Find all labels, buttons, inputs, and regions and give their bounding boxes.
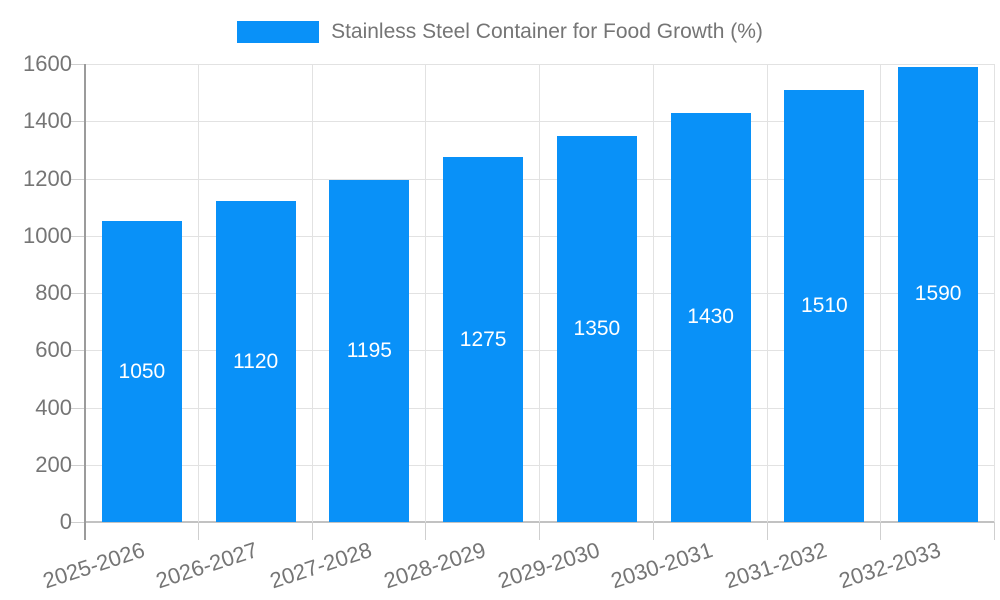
bar-value-label: 1430 <box>687 305 734 329</box>
bar <box>784 89 865 522</box>
bar-value-label: 1195 <box>346 338 392 362</box>
bar <box>329 179 410 522</box>
gridline-h <box>85 350 995 352</box>
x-tick-mark <box>994 522 995 540</box>
y-tick-mark <box>71 64 85 65</box>
y-tick-mark <box>71 235 85 237</box>
gridline-v <box>197 64 199 522</box>
x-tick-mark <box>311 522 313 540</box>
y-tick-mark <box>71 121 85 123</box>
y-tick-label: 800 <box>35 280 72 305</box>
bar <box>101 221 182 522</box>
bar-value-label: 1275 <box>459 327 507 351</box>
y-tick-label: 400 <box>35 394 72 420</box>
gridline-h <box>85 407 995 409</box>
x-tick-label: 2032-2033 <box>835 537 944 594</box>
bar <box>215 201 296 522</box>
bar-value-label: 1120 <box>233 349 279 373</box>
bar <box>670 112 751 522</box>
gridline-h <box>85 121 995 123</box>
bar-value-label: 1510 <box>801 293 848 317</box>
x-tick-label: 2025-2026 <box>39 537 148 594</box>
x-tick-label: 2027-2028 <box>266 537 375 594</box>
y-tick-label: 1000 <box>23 222 72 248</box>
y-tick-mark <box>71 464 85 466</box>
bar <box>443 157 524 522</box>
x-tick-mark <box>84 522 86 540</box>
x-tick-mark <box>652 522 654 540</box>
x-axis-line <box>85 521 995 523</box>
gridline-h <box>85 293 995 294</box>
gridline-v <box>425 64 427 522</box>
y-tick-mark <box>71 350 85 352</box>
y-tick-label: 1200 <box>23 165 72 191</box>
y-tick-mark <box>71 522 85 523</box>
gridline-h <box>85 464 995 466</box>
x-tick-label: 2031-2032 <box>721 537 830 594</box>
x-tick-mark <box>766 522 768 540</box>
y-tick-label: 600 <box>35 337 72 363</box>
x-tick-label: 2028-2029 <box>380 537 489 594</box>
chart-legend: Stainless Steel Container for Food Growt… <box>0 20 1000 44</box>
y-tick-label: 0 <box>59 509 72 534</box>
x-tick-mark <box>880 522 882 540</box>
bar-value-label: 1350 <box>573 316 621 340</box>
gridline-h <box>85 178 995 180</box>
bar <box>556 135 637 522</box>
y-tick-mark <box>71 407 85 409</box>
x-tick-mark <box>197 522 199 540</box>
x-tick-mark <box>539 522 540 540</box>
gridline-v <box>311 64 313 522</box>
y-tick-mark <box>71 178 85 180</box>
bar-value-label: 1590 <box>914 282 962 306</box>
bar <box>898 66 979 522</box>
x-tick-label: 2026-2027 <box>153 537 262 594</box>
gridline-v <box>652 64 654 522</box>
x-tick-label: 2030-2031 <box>608 537 717 594</box>
y-tick-label: 200 <box>35 451 72 477</box>
gridline-v <box>994 64 995 522</box>
y-tick-label: 1400 <box>23 108 72 134</box>
gridline-v <box>766 64 768 522</box>
bar-value-label: 1050 <box>118 359 166 383</box>
legend-color-swatch <box>237 21 320 43</box>
gridline-v <box>880 64 882 522</box>
y-tick-mark <box>71 293 85 294</box>
gridline-v <box>539 64 540 522</box>
gridline-h <box>85 235 995 237</box>
x-tick-label: 2029-2030 <box>494 537 603 594</box>
legend-label: Stainless Steel Container for Food Growt… <box>331 20 763 43</box>
y-axis-line <box>84 64 86 522</box>
gridline-h <box>85 64 995 65</box>
y-tick-label: 1600 <box>23 51 72 76</box>
x-tick-mark <box>425 522 427 540</box>
